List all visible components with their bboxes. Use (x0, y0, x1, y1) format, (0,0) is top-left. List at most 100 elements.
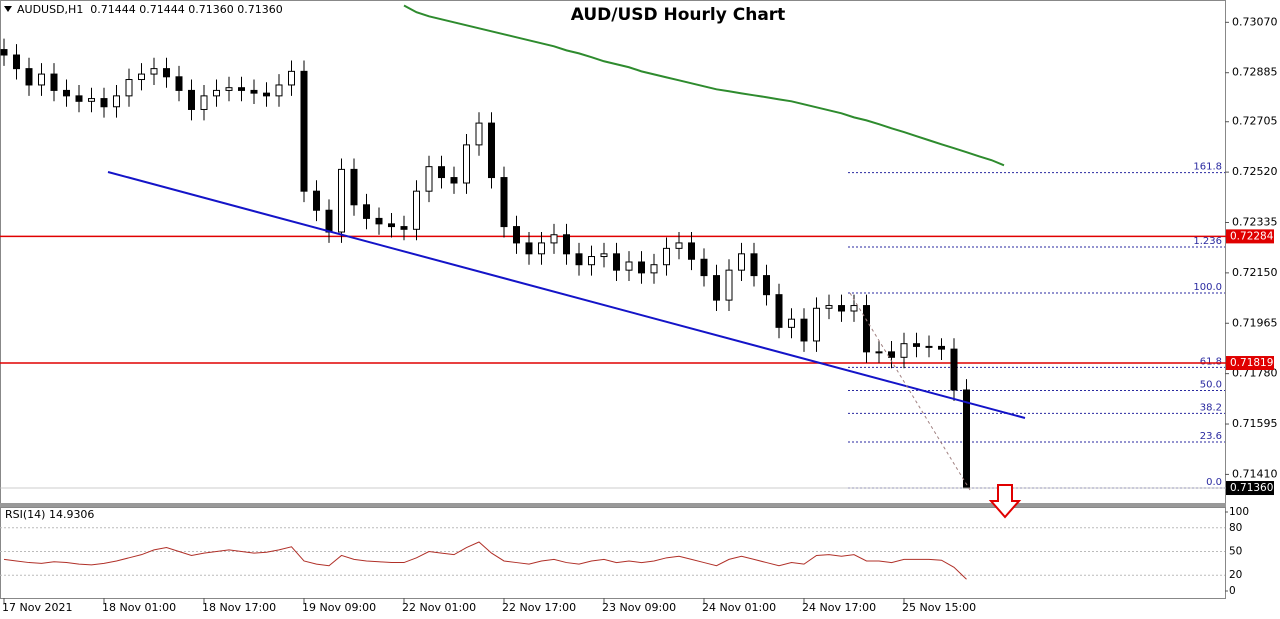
candle-body (363, 204, 370, 219)
y-tick-label: 0.71410 (1232, 467, 1278, 480)
candle-body (525, 242, 533, 255)
candle-body (563, 234, 570, 255)
price-level-label: 0.72284 (1230, 230, 1274, 242)
candle-body (225, 87, 233, 91)
rsi-tick-label: 100 (1229, 506, 1249, 518)
x-tick-label: 22 Nov 17:00 (502, 601, 576, 614)
x-tick-label: 18 Nov 01:00 (102, 601, 176, 614)
y-tick-label: 0.71965 (1232, 316, 1278, 329)
price-level-box (1226, 229, 1274, 244)
candle-body (175, 76, 183, 91)
candle-body (75, 95, 83, 102)
candle-body (475, 122, 483, 146)
y-tick-label: 0.71595 (1232, 417, 1278, 430)
rsi-tick-label: 50 (1229, 546, 1242, 558)
candle-body (838, 305, 845, 312)
candle-body (588, 256, 595, 266)
candle-body (663, 247, 670, 266)
candle-body (450, 177, 458, 184)
candle-body (550, 234, 558, 244)
candle-body (863, 305, 870, 353)
candle-body (638, 261, 645, 274)
x-tick-label: 22 Nov 01:00 (402, 601, 476, 614)
y-tick-label: 0.72885 (1232, 66, 1278, 79)
fib-label: 100.0 (1193, 282, 1222, 293)
candle-body (238, 87, 245, 91)
layers: 0.73070 0.72885 0.72705 0.72520 0.72335 0.721… (0, 4, 1278, 614)
candle-body (850, 305, 858, 312)
fib-label: 23.6 (1200, 431, 1222, 442)
candle-body (88, 98, 95, 102)
candle-body (275, 84, 283, 97)
candle-body (650, 264, 658, 274)
fib-label: 50.0 (1200, 380, 1222, 391)
candle-body (388, 223, 395, 228)
candle-body (113, 95, 120, 108)
candle-body (925, 345, 933, 348)
trendline (107, 171, 1026, 419)
x-tick-label: 19 Nov 09:00 (302, 601, 376, 614)
candle-body (825, 305, 833, 309)
last-price-label: 0.71360 (1230, 482, 1273, 494)
y-tick-label: 0.72520 (1232, 165, 1278, 178)
candle-body (613, 253, 620, 271)
candle-body (600, 253, 608, 258)
candle-body (675, 242, 683, 249)
candle-body (263, 92, 270, 97)
candle-body (375, 217, 383, 225)
candle-body (50, 73, 58, 91)
candle-body (750, 253, 758, 277)
candle-body (200, 95, 208, 110)
rsi-line (3, 541, 967, 580)
x-tick-label: 18 Nov 17:00 (202, 601, 276, 614)
rsi-title: RSI(14) 14.9306 (5, 508, 94, 521)
candle-body (788, 318, 795, 328)
candle-body (288, 70, 295, 86)
candle-body (300, 70, 308, 192)
x-tick-label: 24 Nov 17:00 (802, 601, 876, 614)
fib-label: 161.8 (1193, 162, 1222, 173)
candle-body (38, 73, 45, 86)
panel-separator (0, 503, 1226, 507)
candle-body (800, 318, 808, 342)
fib-label: 0.0 (1206, 477, 1222, 488)
candle-body (950, 348, 958, 391)
x-tick-label: 24 Nov 01:00 (702, 601, 776, 614)
rsi-tick-label: 0 (1229, 585, 1236, 597)
candle-body (938, 345, 945, 350)
candle-body (163, 68, 170, 78)
y-tick-label: 0.73070 (1232, 15, 1278, 28)
candle-body (125, 79, 133, 97)
candle-body (313, 190, 320, 211)
candle-body (13, 54, 20, 70)
candle-body (100, 98, 108, 108)
candle-body (488, 122, 495, 179)
candle-body (813, 307, 820, 342)
candle-body (400, 226, 408, 230)
candle-body (350, 168, 358, 206)
down-arrow (988, 484, 1022, 519)
candle-body (963, 389, 970, 489)
candle-body (875, 351, 883, 354)
fib-diagonal (849, 292, 971, 491)
header: AUDUSD,H1 0.71444 0.71444 0.71360 0.7136… (17, 3, 283, 16)
candle-body (913, 343, 920, 347)
candle-body (625, 261, 633, 271)
price-level-box (1226, 356, 1274, 371)
rsi-tick-label: 80 (1229, 522, 1242, 534)
last-price-box (1226, 481, 1274, 496)
candle-body (763, 275, 770, 296)
candle-body (713, 275, 720, 301)
x-tick-label: 23 Nov 09:00 (602, 601, 676, 614)
x-tick-label: 17 Nov 2021 (2, 601, 72, 614)
candle-body (188, 89, 195, 110)
candle-body (150, 68, 158, 75)
fib-label: 1.236 (1193, 236, 1222, 247)
x-tick-label: 25 Nov 15:00 (902, 601, 976, 614)
candle-body (725, 269, 733, 301)
candle-body (250, 89, 258, 94)
y-tick-label: 0.72335 (1232, 215, 1278, 228)
candle-body (25, 68, 33, 86)
